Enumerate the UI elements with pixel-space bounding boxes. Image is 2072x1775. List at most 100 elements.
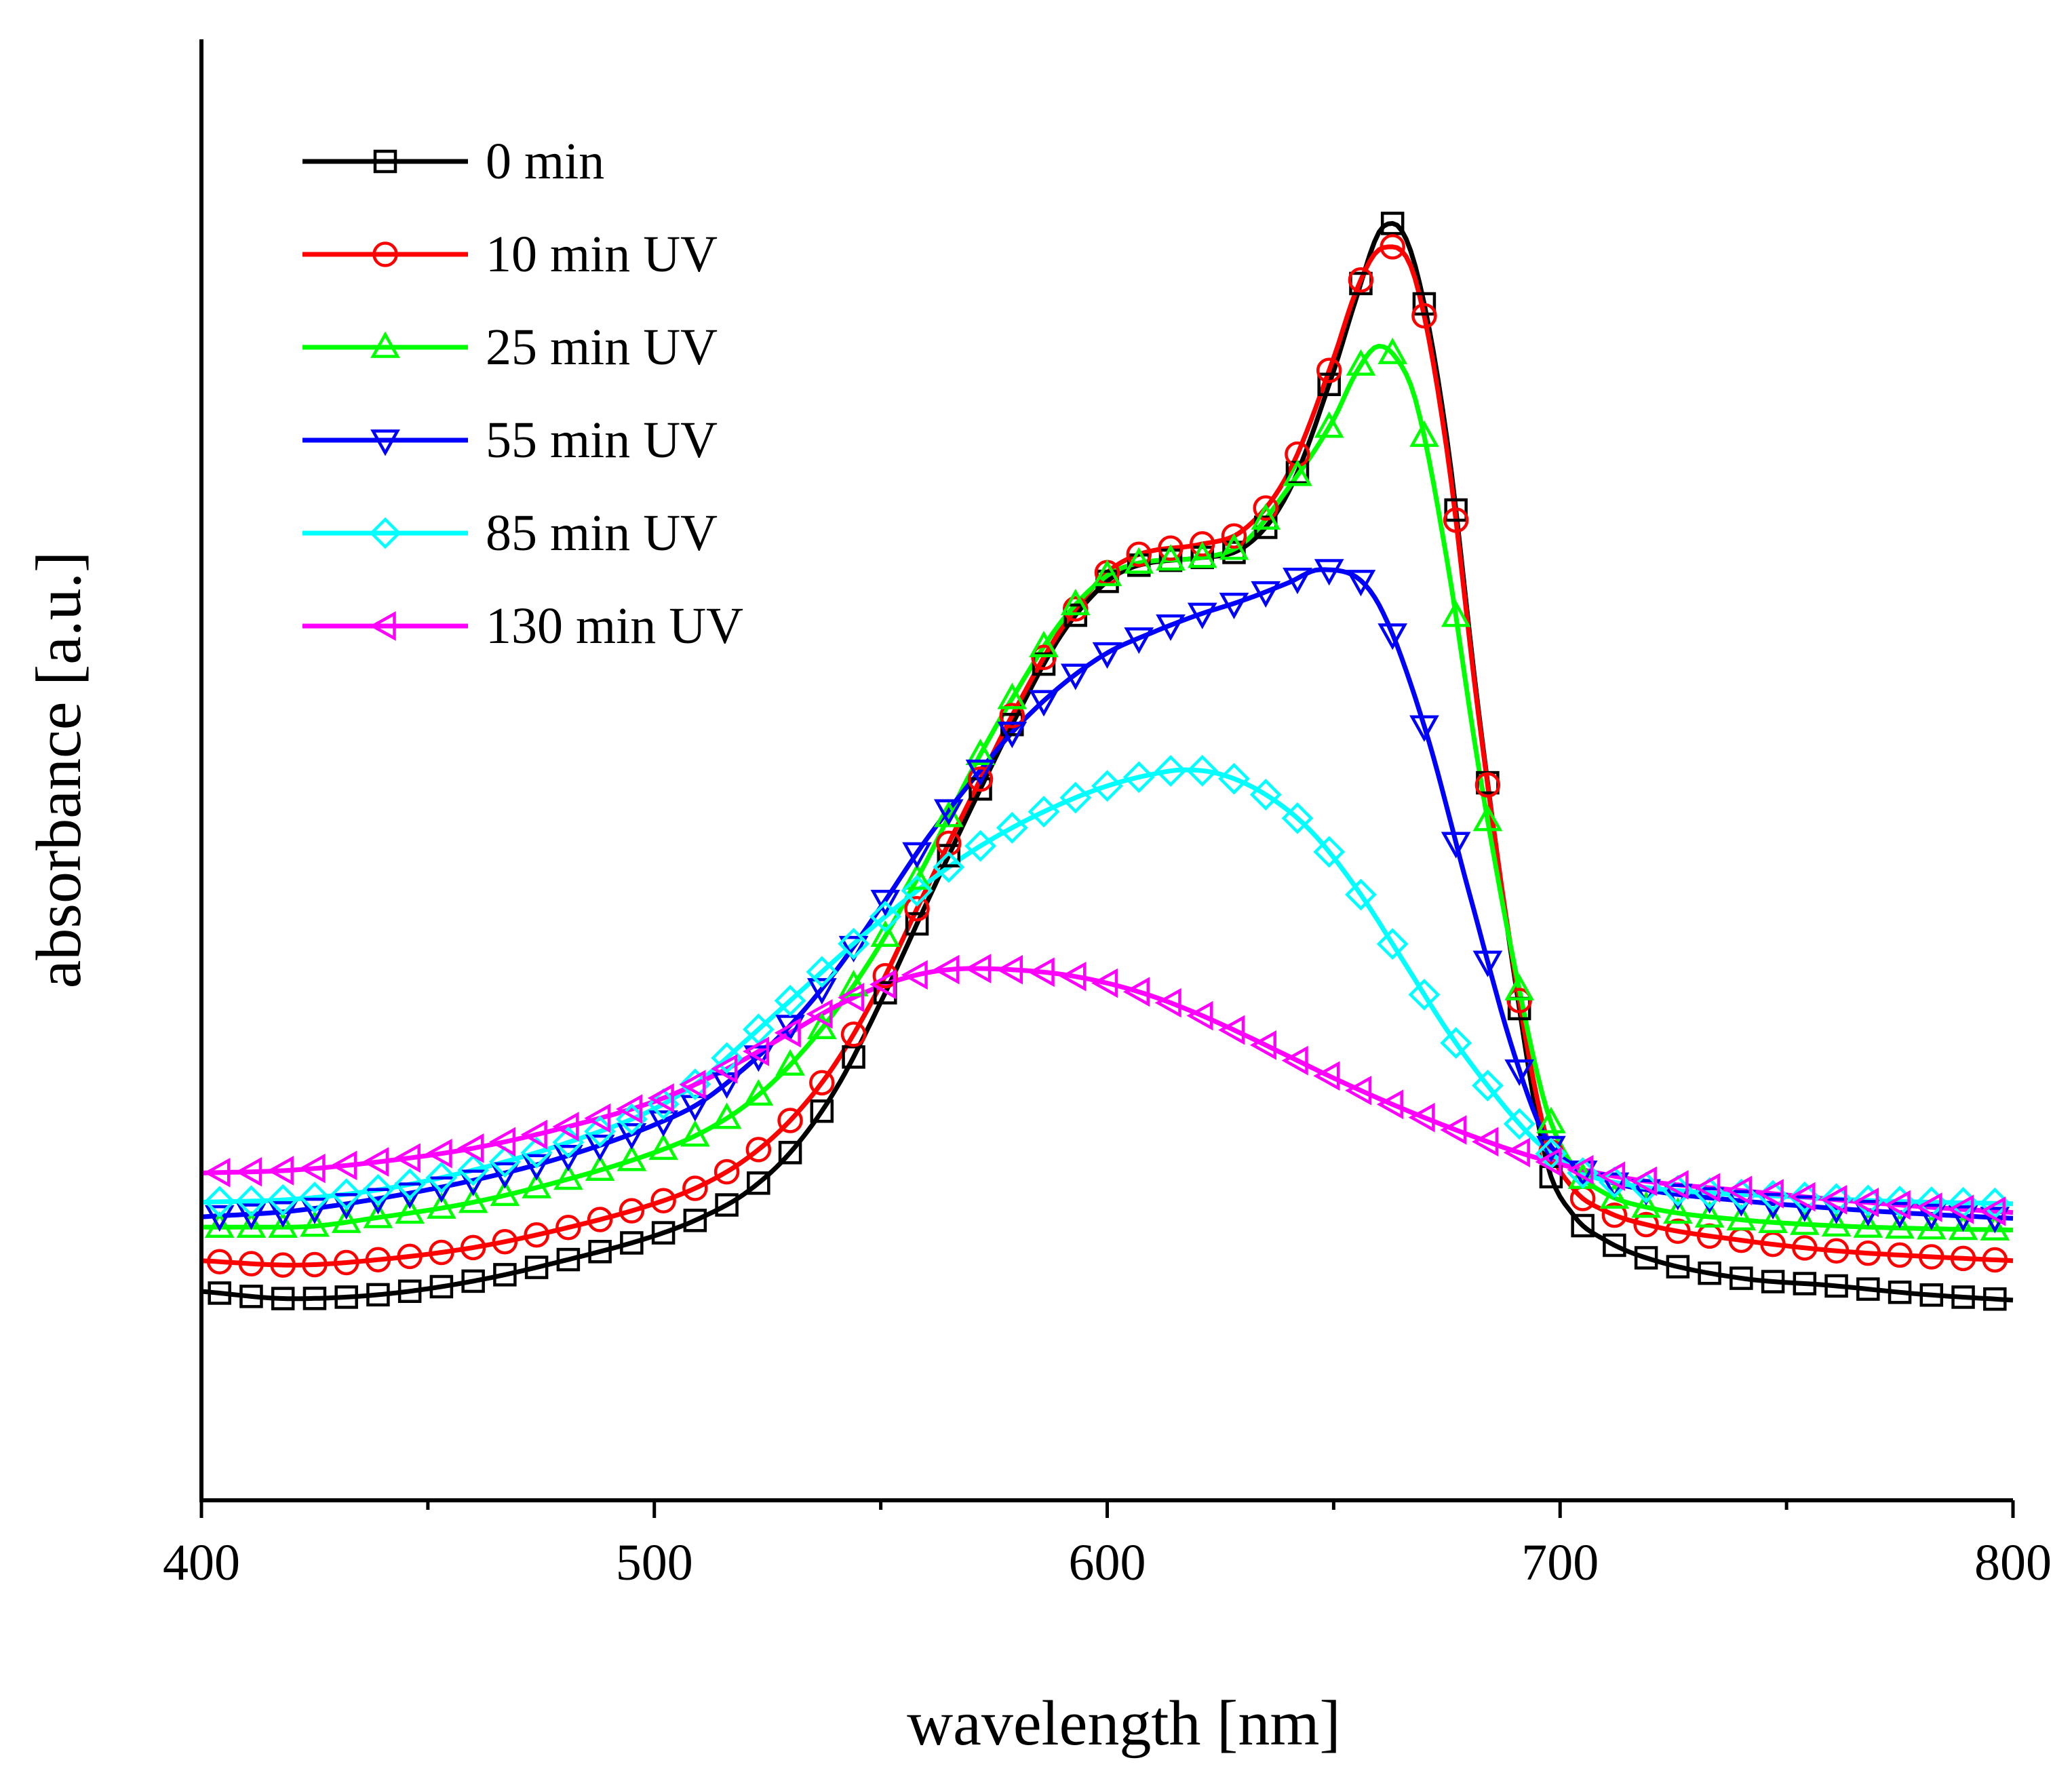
data-point-series-0 bbox=[778, 1141, 802, 1165]
data-point-series-5 bbox=[679, 1070, 706, 1099]
data-point-series-4 bbox=[1281, 802, 1314, 834]
data-point-series-2 bbox=[1536, 1106, 1566, 1133]
data-point-series-0 bbox=[747, 1171, 770, 1195]
data-point-series-1 bbox=[809, 1070, 835, 1096]
data-point-series-0 bbox=[651, 1221, 676, 1245]
data-point-series-0 bbox=[493, 1263, 517, 1287]
data-point-series-3 bbox=[1980, 1207, 2010, 1234]
data-point-series-0 bbox=[1380, 212, 1405, 235]
data-point-series-2 bbox=[1219, 533, 1249, 560]
data-point-series-5 bbox=[806, 999, 833, 1029]
data-point-series-1 bbox=[1760, 1231, 1786, 1257]
data-point-series-1 bbox=[555, 1214, 581, 1241]
data-point-series-1 bbox=[270, 1252, 296, 1278]
x-axis-title: wavelength [nm] bbox=[907, 1688, 1341, 1759]
data-point-series-2 bbox=[268, 1211, 298, 1238]
data-point-series-5 bbox=[1218, 1015, 1245, 1045]
legend-label-1: 10 min UV bbox=[486, 226, 718, 283]
data-point-series-1 bbox=[1253, 495, 1278, 521]
data-point-series-5 bbox=[362, 1147, 389, 1177]
data-point-series-2 bbox=[1631, 1191, 1661, 1218]
data-point-series-3 bbox=[997, 722, 1028, 749]
data-point-series-3 bbox=[1314, 559, 1344, 586]
data-point-series-3 bbox=[363, 1188, 393, 1215]
data-point-series-1 bbox=[682, 1175, 708, 1201]
data-point-series-5 bbox=[1059, 961, 1087, 992]
data-point-series-0 bbox=[524, 1255, 549, 1279]
data-point-series-5 bbox=[1028, 957, 1055, 988]
data-point-series-2 bbox=[1980, 1213, 2010, 1241]
data-point-series-4 bbox=[361, 1173, 394, 1206]
data-point-series-2 bbox=[1790, 1208, 1820, 1235]
data-point-series-3 bbox=[617, 1123, 647, 1150]
data-point-series-1 bbox=[872, 962, 899, 989]
data-point-series-4 bbox=[806, 956, 838, 988]
data-point-series-4 bbox=[1122, 761, 1155, 794]
data-point-series-5 bbox=[1281, 1045, 1308, 1076]
data-point-series-4 bbox=[330, 1178, 363, 1211]
data-point-series-3 bbox=[331, 1193, 361, 1220]
data-point-series-1 bbox=[587, 1207, 613, 1232]
legend-label-2: 25 min UV bbox=[486, 319, 718, 376]
data-point-series-4 bbox=[1218, 762, 1250, 795]
data-point-series-4 bbox=[298, 1182, 331, 1213]
data-point-series-0 bbox=[1761, 1270, 1785, 1293]
data-point-series-1 bbox=[619, 1198, 645, 1224]
data-point-series-2 bbox=[553, 1163, 583, 1190]
legend-marker-5 bbox=[369, 611, 396, 641]
data-point-series-1 bbox=[206, 1249, 233, 1274]
data-point-series-1 bbox=[302, 1251, 328, 1278]
data-point-series-5 bbox=[1820, 1185, 1848, 1215]
data-point-series-2 bbox=[522, 1171, 551, 1198]
legend-label-4: 85 min UV bbox=[486, 505, 718, 562]
data-point-series-3 bbox=[1441, 832, 1471, 859]
data-point-series-3 bbox=[870, 889, 901, 917]
data-point-series-5 bbox=[1345, 1076, 1372, 1106]
data-point-series-5 bbox=[267, 1156, 294, 1186]
data-point-series-0 bbox=[366, 1283, 390, 1307]
data-point-series-1 bbox=[999, 703, 1025, 728]
data-point-series-3 bbox=[1504, 1059, 1534, 1087]
data-point-series-0 bbox=[1729, 1266, 1753, 1290]
legend-marker-0 bbox=[373, 149, 397, 174]
data-point-series-2 bbox=[1187, 541, 1217, 568]
data-point-series-1 bbox=[333, 1249, 359, 1276]
data-point-series-1 bbox=[365, 1247, 391, 1272]
data-point-series-1 bbox=[1126, 541, 1152, 568]
data-point-series-3 bbox=[268, 1201, 298, 1228]
data-point-series-0 bbox=[1856, 1277, 1880, 1301]
data-point-series-0 bbox=[397, 1279, 422, 1304]
data-point-series-2 bbox=[427, 1192, 456, 1219]
data-point-series-2 bbox=[617, 1144, 647, 1171]
data-point-series-5 bbox=[489, 1127, 516, 1157]
data-point-series-2 bbox=[458, 1186, 488, 1213]
data-point-series-0 bbox=[1127, 553, 1151, 577]
data-point-series-5 bbox=[615, 1094, 643, 1124]
data-point-series-2 bbox=[1694, 1201, 1725, 1228]
data-point-series-2 bbox=[743, 1078, 774, 1106]
data-point-series-2 bbox=[204, 1211, 235, 1238]
data-point-series-5 bbox=[1788, 1182, 1816, 1212]
data-point-series-5 bbox=[901, 960, 928, 990]
data-point-series-1 bbox=[1221, 523, 1247, 549]
data-point-series-5 bbox=[933, 954, 960, 985]
data-point-series-3 bbox=[1219, 592, 1249, 620]
data-point-series-1 bbox=[1031, 644, 1057, 671]
data-point-series-5 bbox=[203, 1157, 231, 1188]
data-point-series-5 bbox=[298, 1153, 326, 1184]
data-point-series-1 bbox=[1887, 1242, 1913, 1268]
data-point-series-4 bbox=[774, 984, 806, 1017]
data-point-series-5 bbox=[584, 1103, 611, 1133]
data-point-series-4 bbox=[869, 900, 901, 933]
data-point-series-0 bbox=[1666, 1255, 1690, 1279]
data-point-series-4 bbox=[1376, 928, 1409, 960]
data-point-series-5 bbox=[1630, 1166, 1657, 1196]
data-point-series-1 bbox=[904, 895, 930, 922]
data-point-series-1 bbox=[1506, 988, 1532, 1013]
data-point-series-5 bbox=[330, 1150, 357, 1181]
data-point-series-3 bbox=[427, 1176, 456, 1203]
data-point-series-2 bbox=[1504, 973, 1534, 1000]
data-point-series-2 bbox=[1948, 1213, 1978, 1241]
data-point-series-0 bbox=[810, 1099, 834, 1123]
data-point-series-2 bbox=[331, 1206, 361, 1233]
